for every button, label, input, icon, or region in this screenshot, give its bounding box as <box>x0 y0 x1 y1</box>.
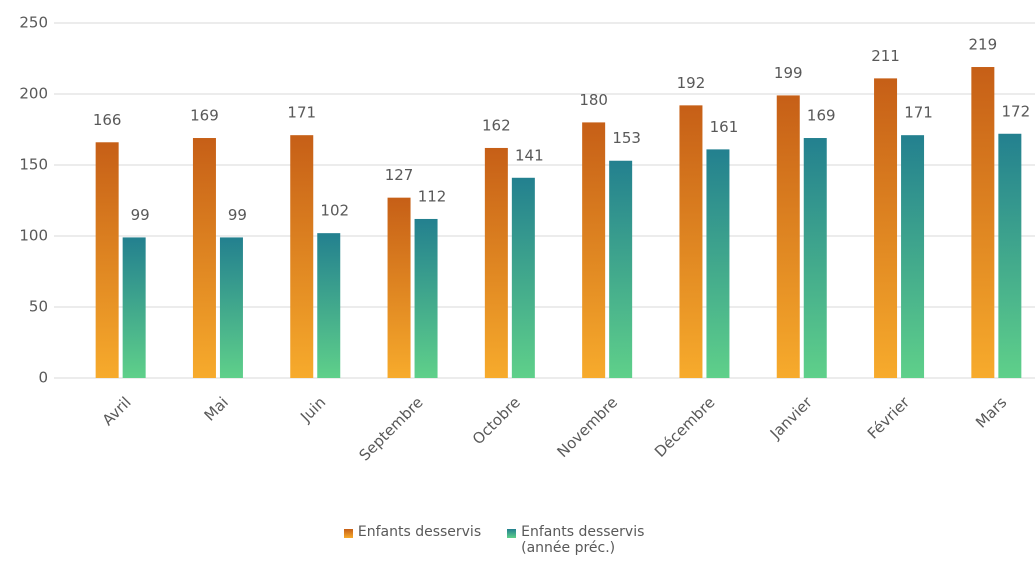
bar <box>192 138 216 378</box>
value-label: 162 <box>482 116 511 134</box>
value-label: 99 <box>131 206 150 224</box>
value-label: 171 <box>904 104 933 122</box>
bar <box>874 78 898 378</box>
value-label: 169 <box>190 107 219 125</box>
legend-swatch <box>343 529 353 538</box>
x-tick-label: Juin <box>296 393 329 426</box>
bar <box>776 95 800 379</box>
x-tick-label: Février <box>864 393 914 443</box>
value-label: 192 <box>677 74 706 92</box>
value-label: 127 <box>385 166 414 184</box>
bar <box>901 135 925 378</box>
x-tick-label: Octobre <box>469 393 524 448</box>
bar <box>317 233 341 378</box>
value-label: 161 <box>710 118 739 136</box>
y-tick-label: 50 <box>29 298 48 316</box>
bar <box>609 160 633 378</box>
x-tick-label: Décembre <box>651 393 719 461</box>
value-label: 99 <box>228 206 247 224</box>
bar <box>387 197 411 378</box>
value-label: 153 <box>612 129 641 147</box>
bar <box>971 67 995 379</box>
x-tick-label: Mars <box>972 393 1010 431</box>
x-tick-label: Septembre <box>355 393 426 464</box>
x-tick-label: Janvier <box>766 393 816 443</box>
bar <box>582 122 606 379</box>
bar <box>679 105 703 379</box>
bar <box>706 149 730 378</box>
y-tick-label: 200 <box>19 85 48 103</box>
y-tick-label: 150 <box>19 156 48 174</box>
legend-label: Enfants desservis <box>357 524 482 540</box>
bar <box>290 135 314 378</box>
bar <box>414 218 438 378</box>
bar <box>998 133 1022 378</box>
legend-item: Enfants desservis (année préc.) <box>507 524 691 556</box>
bar <box>803 138 827 378</box>
value-label: 166 <box>93 111 122 129</box>
value-label: 211 <box>871 47 900 65</box>
value-label: 169 <box>807 107 836 125</box>
y-tick-label: 0 <box>38 369 48 387</box>
x-tick-label: Avril <box>99 393 135 429</box>
value-label: 180 <box>579 91 608 109</box>
value-label: 141 <box>515 146 544 164</box>
bar <box>122 237 146 378</box>
chart: 0 50 100 150 200 250 Avril 166 99 Mai 169 99 Juin 171… <box>19 14 1035 464</box>
y-tick-label: 250 <box>19 14 48 32</box>
value-label: 219 <box>969 36 998 54</box>
legend-swatch <box>507 529 517 538</box>
bar <box>511 177 535 378</box>
legend: Enfants desservis Enfants desservis (anné… <box>0 524 1035 556</box>
bar <box>95 142 119 378</box>
bar <box>484 147 508 378</box>
x-tick-label: Mai <box>201 393 232 424</box>
value-label: 171 <box>287 104 316 122</box>
value-label: 199 <box>774 64 803 82</box>
value-label: 112 <box>418 187 447 205</box>
legend-item: Enfants desservis <box>343 524 482 556</box>
value-label: 172 <box>1002 102 1031 120</box>
y-tick-label: 100 <box>19 227 48 245</box>
value-label: 102 <box>320 202 349 220</box>
legend-label: Enfants desservis (année préc.) <box>521 524 645 556</box>
x-tick-label: Novembre <box>553 393 621 461</box>
bar <box>219 237 243 378</box>
